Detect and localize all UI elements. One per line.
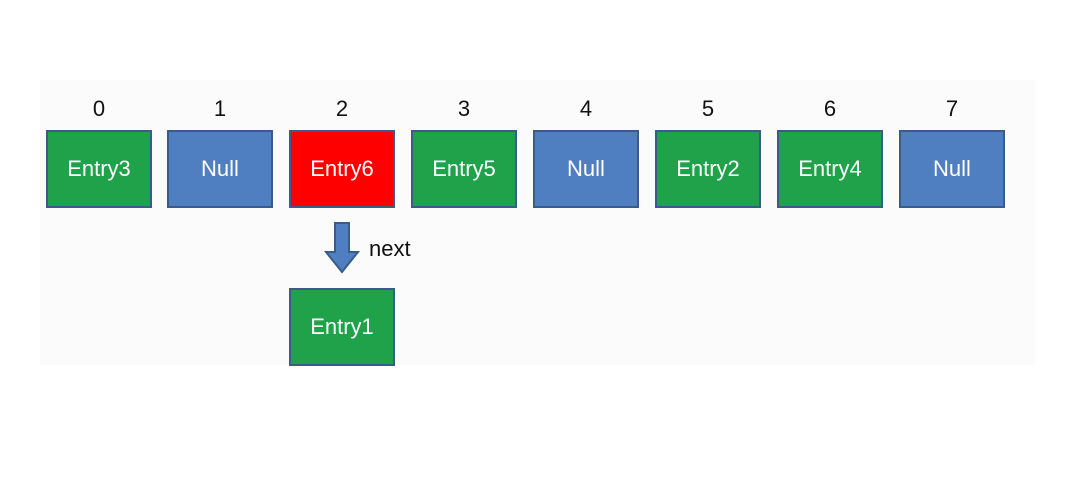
bucket-1: Null <box>167 130 273 208</box>
bucket-index-0: 0 <box>92 96 106 121</box>
down-arrow-icon <box>324 222 360 274</box>
bucket-2: Entry6 <box>289 130 395 208</box>
bucket-index-6: 6 <box>823 96 837 121</box>
bucket-7: Null <box>899 130 1005 208</box>
bucket-5: Entry2 <box>655 130 761 208</box>
bucket-6: Entry4 <box>777 130 883 208</box>
bucket-index-7: 7 <box>945 96 959 121</box>
bucket-index-3: 3 <box>457 96 471 121</box>
bucket-3: Entry5 <box>411 130 517 208</box>
next-label: next <box>369 236 411 261</box>
bucket-index-5: 5 <box>701 96 715 121</box>
bucket-0: Entry3 <box>46 130 152 208</box>
chain-node-entry1: Entry1 <box>289 288 395 366</box>
bucket-index-1: 1 <box>213 96 227 121</box>
diagram-background <box>40 80 1035 365</box>
bucket-index-4: 4 <box>579 96 593 121</box>
bucket-index-2: 2 <box>335 96 349 121</box>
bucket-4: Null <box>533 130 639 208</box>
